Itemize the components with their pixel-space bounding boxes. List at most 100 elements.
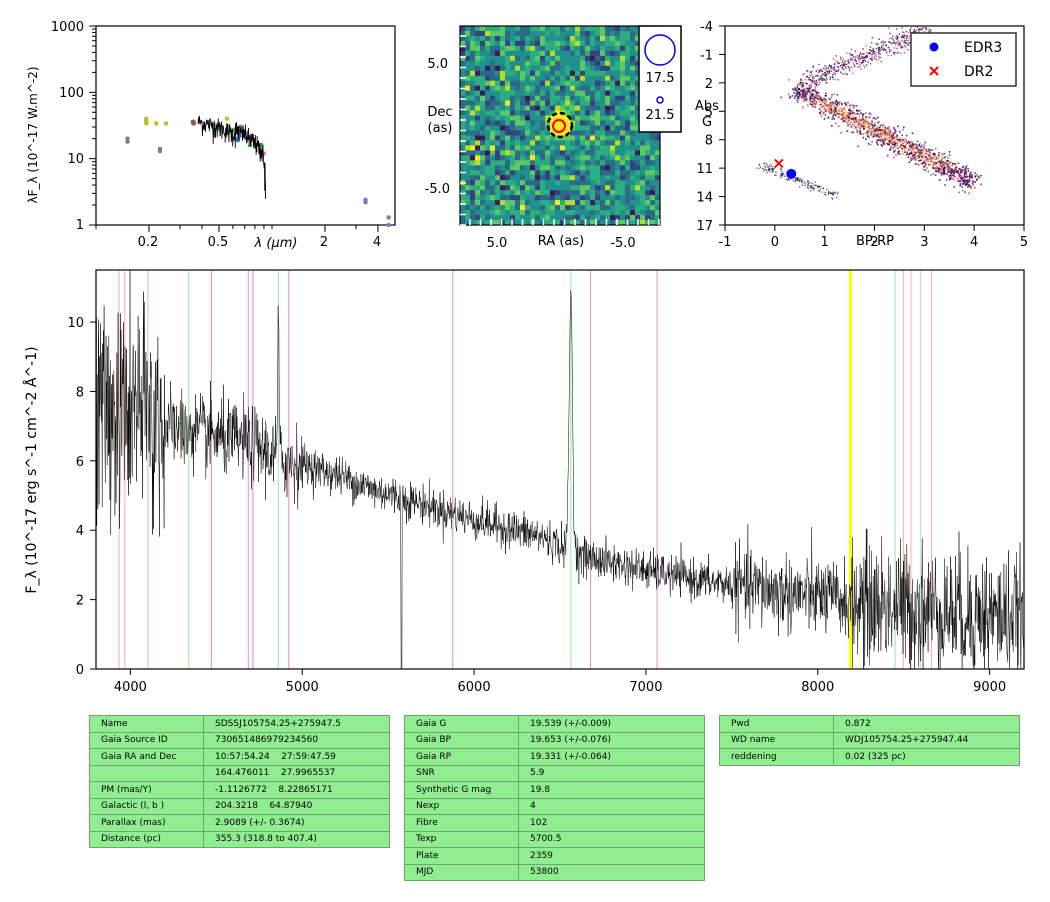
cmd-density-cell xyxy=(868,53,870,55)
sed-data-point xyxy=(230,128,236,134)
cmd-density-cell xyxy=(910,152,913,155)
cmd-density-cell xyxy=(802,84,804,86)
cmd-density-cell xyxy=(927,170,930,173)
cmd-density-cell xyxy=(974,172,976,174)
cmd-density-cell xyxy=(842,63,844,66)
cmd-density-cell xyxy=(834,192,837,194)
image-pixel xyxy=(650,115,656,121)
cmd-density-cell xyxy=(766,172,768,174)
cmd-density-cell xyxy=(769,168,771,170)
cmd-density-cell xyxy=(809,95,812,98)
image-pixel xyxy=(550,40,556,47)
image-pixel xyxy=(570,50,576,57)
cmd-density-cell xyxy=(818,95,820,97)
cmd-density-cell xyxy=(833,118,836,120)
cmd-density-cell xyxy=(849,112,851,115)
image-pixel xyxy=(550,165,556,171)
cmd-density-cell xyxy=(959,172,961,175)
cmd-density-cell xyxy=(823,108,825,110)
cmd-density-cell xyxy=(801,86,804,88)
image-pixel xyxy=(485,120,491,126)
image-pixel xyxy=(565,50,571,57)
cmd-density-cell xyxy=(852,119,855,121)
cmd-density-cell xyxy=(904,139,907,141)
cmd-density-cell xyxy=(955,166,958,169)
image-pixel xyxy=(515,135,521,141)
cmd-density-cell xyxy=(804,91,807,94)
cmd-density-cell xyxy=(798,95,801,98)
image-pixel xyxy=(550,150,556,156)
cmd-density-cell xyxy=(879,128,881,130)
image-pixel xyxy=(560,90,566,96)
cmd-xtick-label: 3 xyxy=(920,235,928,250)
cmd-density-cell xyxy=(861,113,864,116)
image-pixel xyxy=(640,115,646,121)
cmd-density-cell xyxy=(843,64,845,66)
cmd-density-cell xyxy=(896,135,899,138)
image-pixel xyxy=(515,65,521,72)
image-pixel xyxy=(635,85,641,91)
image-pixel xyxy=(585,60,591,67)
cmd-density-cell xyxy=(916,26,919,29)
cmd-density-cell xyxy=(884,41,886,43)
image-pixel xyxy=(485,45,491,52)
image-pixel xyxy=(610,105,616,111)
cmd-density-cell xyxy=(884,137,886,139)
image-pixel xyxy=(555,85,561,91)
image-pixel xyxy=(470,205,476,211)
image-pixel xyxy=(545,85,551,91)
cmd-density-cell xyxy=(904,45,906,47)
image-pixel xyxy=(565,40,571,47)
image-pixel xyxy=(590,115,596,121)
cmd-density-cell xyxy=(941,163,943,166)
image-pixel xyxy=(605,110,611,116)
image-pixel xyxy=(620,26,626,32)
cmd-density-cell xyxy=(830,112,833,114)
cmd-density-cell xyxy=(807,90,810,92)
cmd-density-cell xyxy=(865,56,867,58)
image-pixel xyxy=(625,180,631,186)
image-pixel xyxy=(645,125,651,131)
image-pixel xyxy=(505,26,511,32)
cmd-density-cell xyxy=(820,70,822,73)
image-pixel xyxy=(525,185,531,191)
spectrum-ytick-label: 4 xyxy=(76,524,84,539)
cmd-density-cell xyxy=(840,64,843,66)
cmd-density-cell xyxy=(884,45,887,47)
cmd-density-cell xyxy=(838,113,840,116)
image-pixel xyxy=(515,220,521,226)
cmd-density-cell xyxy=(827,105,830,108)
image-pixel xyxy=(520,215,526,221)
image-pixel xyxy=(530,195,536,201)
cmd-density-cell xyxy=(792,171,794,173)
cmd-density-cell xyxy=(813,189,815,191)
cmd-density-cell xyxy=(961,177,963,180)
cmd-density-cell xyxy=(904,145,906,148)
cmd-density-cell xyxy=(882,141,885,144)
cmd-density-cell xyxy=(902,139,904,141)
image-pixel xyxy=(575,155,581,161)
cmd-density-cell xyxy=(920,151,923,154)
sed-data-point xyxy=(213,122,219,128)
cmd-density-cell xyxy=(888,131,891,134)
cmd-density-cell xyxy=(911,146,913,149)
image-pixel xyxy=(510,120,516,126)
cmd-density-cell xyxy=(930,29,932,32)
cmd-density-cell xyxy=(895,154,897,156)
image-pixel xyxy=(555,120,561,126)
image-pixel xyxy=(610,130,616,136)
table-cell-value: 10:57:54.24 27:59:47.59 xyxy=(203,748,390,766)
image-pixel xyxy=(595,155,601,161)
cmd-density-cell xyxy=(938,160,940,163)
image-pixel xyxy=(635,145,641,151)
cmd-density-cell xyxy=(861,124,863,126)
image-pixel xyxy=(600,205,606,211)
table-cell-label: Pwd xyxy=(719,715,834,733)
cmd-density-cell xyxy=(939,169,942,171)
cmd-density-cell xyxy=(886,138,888,140)
cmd-density-cell xyxy=(848,109,850,111)
cmd-density-cell xyxy=(911,155,914,158)
image-pixel xyxy=(535,45,541,52)
cmd-density-cell xyxy=(959,184,962,187)
table-cell-label xyxy=(89,764,204,782)
